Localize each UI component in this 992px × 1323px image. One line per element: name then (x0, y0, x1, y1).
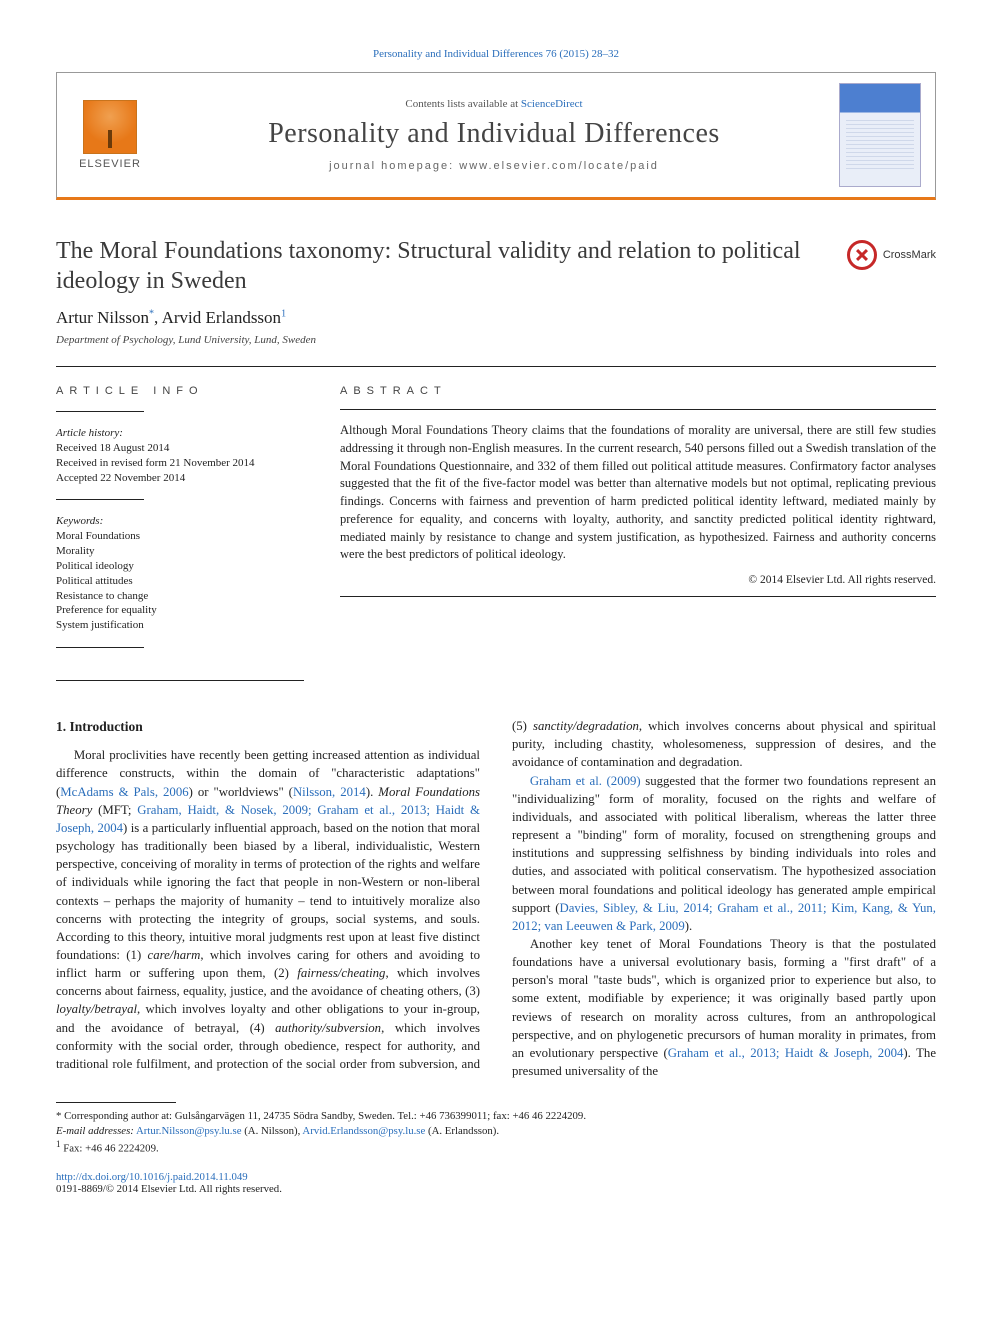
history-accepted: Accepted 22 November 2014 (56, 471, 304, 486)
keyword: Moral Foundations (56, 529, 304, 544)
article-info-column: ARTICLE INFO Article history: Received 1… (56, 367, 304, 680)
contents-available-line: Contents lists available at ScienceDirec… (167, 98, 821, 110)
keyword: Political ideology (56, 559, 304, 574)
contents-prefix: Contents lists available at (405, 98, 520, 110)
journal-cover-thumbnail (839, 83, 921, 187)
author-separator: , (154, 308, 162, 327)
elsevier-tree-icon (83, 100, 137, 154)
keyword: Political attitudes (56, 574, 304, 589)
fax-footnote: 1 Fax: +46 46 2224209. (56, 1138, 936, 1156)
author-line: Artur Nilsson*, Arvid Erlandsson1 (56, 308, 936, 328)
citation-link[interactable]: Davies, Sibley, & Liu, 2014; Graham et a… (512, 901, 936, 933)
abstract-heading: ABSTRACT (340, 385, 936, 397)
corresponding-author-footnote: * Corresponding author at: Gulsångarväge… (56, 1109, 936, 1124)
section-title: Introduction (70, 719, 143, 734)
keyword: System justification (56, 618, 304, 633)
citation-link[interactable]: McAdams & Pals, 2006 (60, 785, 188, 799)
section-rule (56, 680, 304, 681)
author-name-1: Artur Nilsson (56, 308, 149, 327)
citation-link[interactable]: Graham et al., 2013; Haidt & Joseph, 200… (668, 1046, 904, 1060)
sciencedirect-link[interactable]: ScienceDirect (521, 98, 583, 110)
doi-link[interactable]: http://dx.doi.org/10.1016/j.paid.2014.11… (56, 1171, 248, 1183)
citation-link[interactable]: Graham et al. (2009) (530, 774, 641, 788)
abstract-text: Although Moral Foundations Theory claims… (340, 422, 936, 564)
author-affiliation: Department of Psychology, Lund Universit… (56, 334, 936, 346)
keywords-label: Keywords: (56, 514, 304, 529)
doi-block: http://dx.doi.org/10.1016/j.paid.2014.11… (56, 1171, 936, 1195)
info-rule (56, 411, 144, 412)
abstract-copyright: © 2014 Elsevier Ltd. All rights reserved… (340, 574, 936, 586)
info-rule (56, 647, 144, 648)
history-received: Received 18 August 2014 (56, 441, 304, 456)
abstract-column: ABSTRACT Although Moral Foundations Theo… (340, 367, 936, 680)
crossmark-label: CrossMark (883, 249, 936, 261)
abstract-rule (340, 596, 936, 597)
issn-copyright: 0191-8869/© 2014 Elsevier Ltd. All right… (56, 1183, 936, 1195)
journal-title: Personality and Individual Differences (167, 118, 821, 150)
article-title: The Moral Foundations taxonomy: Structur… (56, 236, 831, 296)
footnotes: * Corresponding author at: Gulsångarväge… (56, 1102, 936, 1156)
header-citation-link[interactable]: Personality and Individual Differences 7… (373, 48, 619, 60)
body-paragraph: Graham et al. (2009) suggested that the … (512, 772, 936, 935)
history-label: Article history: (56, 426, 304, 441)
author-email-link[interactable]: Artur.Nilsson@psy.lu.se (136, 1125, 242, 1137)
homepage-url: www.elsevier.com/locate/paid (459, 160, 659, 172)
info-rule (56, 499, 144, 500)
body-paragraph: Another key tenet of Moral Foundations T… (512, 935, 936, 1080)
email-footnote: E-mail addresses: Artur.Nilsson@psy.lu.s… (56, 1124, 936, 1139)
author-email-link[interactable]: Arvid.Erlandsson@psy.lu.se (302, 1125, 425, 1137)
footnote-rule (56, 1102, 176, 1103)
history-revised: Received in revised form 21 November 201… (56, 456, 304, 471)
crossmark-badge[interactable]: CrossMark (847, 240, 936, 270)
article-history-block: Article history: Received 18 August 2014… (56, 426, 304, 485)
header-citation: Personality and Individual Differences 7… (56, 48, 936, 60)
keyword: Morality (56, 544, 304, 559)
keyword: Preference for equality (56, 603, 304, 618)
crossmark-icon (847, 240, 877, 270)
publisher-logo: ELSEVIER (71, 100, 149, 170)
footnote-1-marker[interactable]: 1 (281, 308, 286, 319)
homepage-label: journal homepage: (329, 160, 459, 172)
journal-homepage-line: journal homepage: www.elsevier.com/locat… (167, 160, 821, 172)
keyword: Resistance to change (56, 589, 304, 604)
publisher-name: ELSEVIER (79, 158, 141, 170)
section-number: 1. (56, 719, 66, 734)
article-info-heading: ARTICLE INFO (56, 385, 304, 397)
section-heading: 1. Introduction (56, 717, 480, 736)
citation-link[interactable]: Nilsson, 2014 (293, 785, 366, 799)
article-body: 1. Introduction Moral proclivities have … (56, 717, 936, 1080)
keywords-block: Keywords: Moral Foundations Morality Pol… (56, 514, 304, 633)
author-name-2: Arvid Erlandsson (162, 308, 281, 327)
journal-masthead: ELSEVIER Contents lists available at Sci… (56, 72, 936, 200)
abstract-rule (340, 409, 936, 410)
